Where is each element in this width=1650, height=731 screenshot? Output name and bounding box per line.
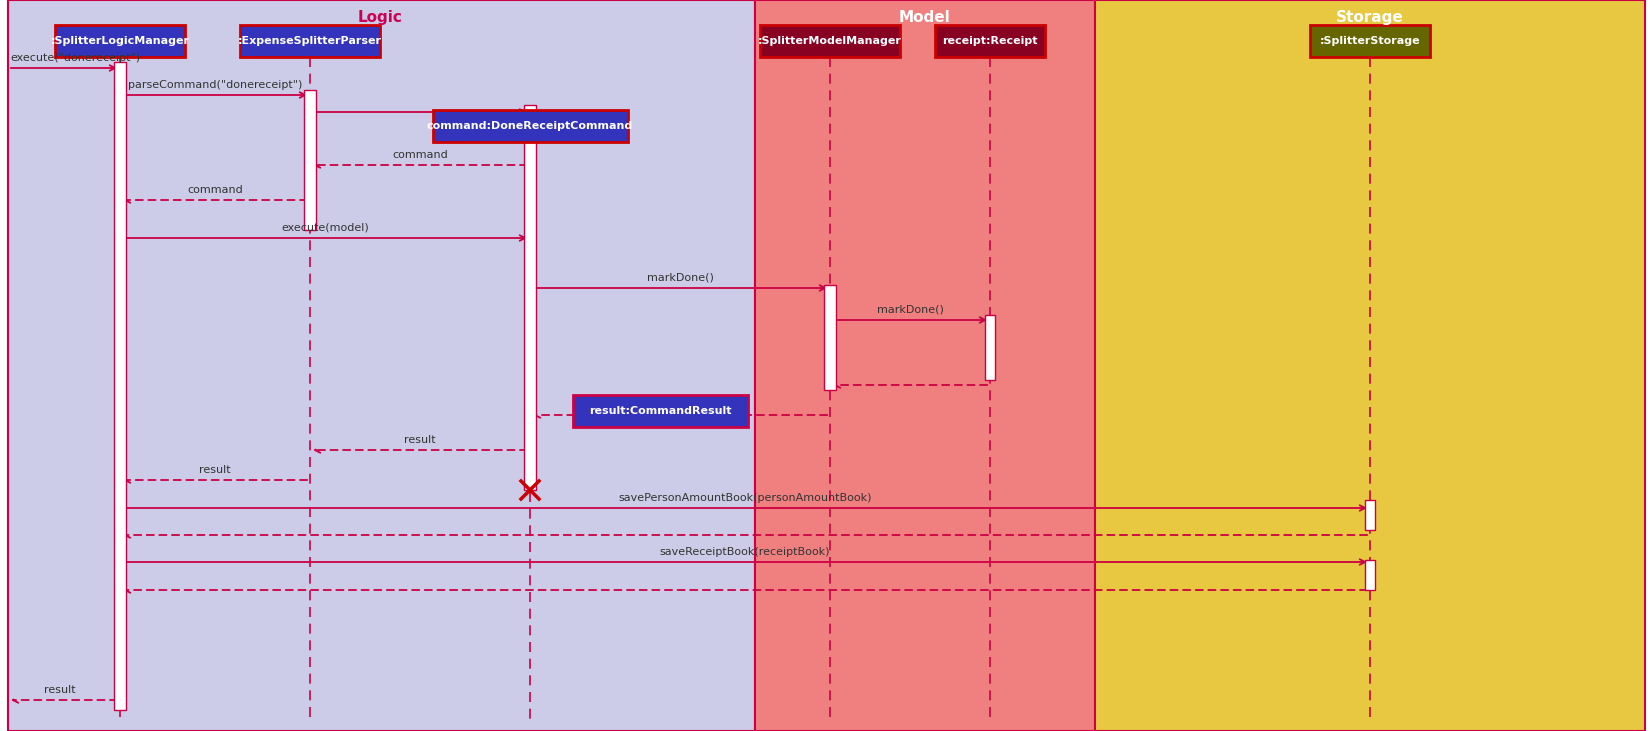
Bar [239, 25, 380, 57]
Bar [54, 25, 185, 57]
Text: execute("donereceipt"): execute("donereceipt") [10, 53, 140, 63]
Text: execute(model): execute(model) [280, 223, 370, 233]
Bar [1310, 25, 1431, 57]
Bar [304, 90, 317, 230]
Text: :SplitterModelManager: :SplitterModelManager [757, 36, 903, 46]
Text: :SplitterStorage: :SplitterStorage [1320, 36, 1421, 46]
Text: parseCommand("donereceipt"): parseCommand("donereceipt") [127, 80, 302, 90]
Bar [1365, 560, 1374, 590]
Text: command:DoneReceiptCommand: command:DoneReceiptCommand [427, 121, 634, 131]
Bar [114, 62, 125, 710]
Bar [761, 25, 899, 57]
Text: :SplitterLogicManager: :SplitterLogicManager [51, 36, 190, 46]
Text: savePersonAmountBook(personAmountBook): savePersonAmountBook(personAmountBook) [619, 493, 871, 503]
Text: Storage: Storage [1336, 10, 1404, 25]
Text: :ExpenseSplitterParser: :ExpenseSplitterParser [238, 36, 383, 46]
Bar [8, 0, 756, 731]
Text: result: result [45, 685, 76, 695]
Text: command: command [393, 150, 447, 160]
Text: markDone(): markDone() [876, 305, 944, 315]
Bar [432, 110, 627, 142]
Text: result: result [200, 465, 231, 475]
Text: receipt:Receipt: receipt:Receipt [942, 36, 1038, 46]
Text: markDone(): markDone() [647, 273, 713, 283]
Text: command: command [186, 185, 243, 195]
Bar [1096, 0, 1645, 731]
Bar [525, 105, 536, 490]
Bar [756, 0, 1096, 731]
Text: saveReceiptBook(receiptBook): saveReceiptBook(receiptBook) [660, 547, 830, 557]
Text: Logic: Logic [358, 10, 403, 25]
Text: Model: Model [899, 10, 950, 25]
Bar [573, 395, 747, 427]
Text: result: result [404, 435, 436, 445]
Bar [823, 285, 837, 390]
Text: result:CommandResult: result:CommandResult [589, 406, 731, 416]
Bar [985, 315, 995, 380]
Bar [1365, 500, 1374, 530]
Bar [936, 25, 1044, 57]
